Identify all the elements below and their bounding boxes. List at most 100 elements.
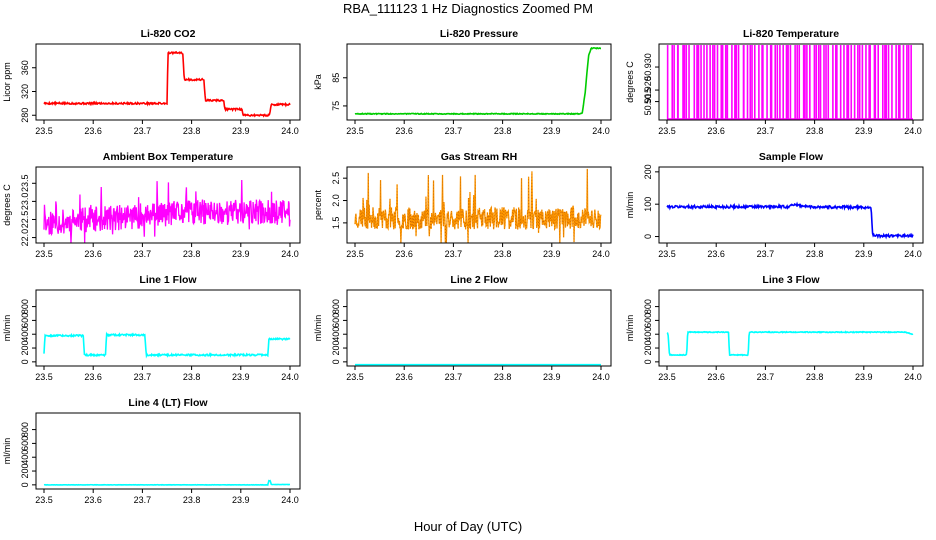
x-tick-label: 24.0 bbox=[904, 249, 922, 259]
plot-frame bbox=[658, 43, 924, 121]
y-tick-label: 800 bbox=[20, 299, 30, 314]
y-tick-label: 50.930 bbox=[643, 53, 653, 81]
panels-group: Li-820 CO2 Licor ppm 23.5 23.6 23.7 23.8 23.9 2… bbox=[2, 28, 924, 505]
series-7 bbox=[43, 331, 291, 359]
x-tick-label: 23.7 bbox=[757, 249, 775, 259]
y-axis-label: ml/min bbox=[2, 315, 12, 342]
y-tick-label: 2.5 bbox=[331, 172, 341, 185]
series-line bbox=[354, 168, 602, 243]
x-tick-label: 23.7 bbox=[134, 372, 152, 382]
series-1 bbox=[43, 50, 291, 118]
panel-7: Line 1 Flow ml/min 23.5 23.6 23.7 23.8 23.9 24.… bbox=[2, 274, 301, 382]
x-tick-label: 23.5 bbox=[346, 372, 364, 382]
y-tick-label: 23.0 bbox=[20, 193, 30, 211]
plot-frame bbox=[658, 289, 924, 367]
y-tick-label: 600 bbox=[20, 313, 30, 328]
x-tick-label: 23.5 bbox=[35, 249, 53, 259]
x-tick-label: 23.7 bbox=[757, 126, 775, 136]
y-tick-label: 0 bbox=[331, 359, 341, 364]
panel-title: Line 1 Flow bbox=[139, 274, 197, 286]
y-tick-label: 2.0 bbox=[331, 194, 341, 207]
panel-4: Ambient Box Temperature degrees C 23.5 23.6… bbox=[2, 151, 301, 259]
y-tick-label: 22.0 bbox=[20, 229, 30, 247]
y-tick-label: 0 bbox=[20, 482, 30, 487]
series-line bbox=[666, 330, 914, 357]
y-tick-label: 22.5 bbox=[20, 211, 30, 229]
series-points bbox=[354, 168, 602, 243]
y-tick-label: 320 bbox=[20, 84, 30, 99]
x-tick-label: 24.0 bbox=[281, 372, 299, 382]
panel-title: Line 4 (LT) Flow bbox=[128, 397, 208, 409]
x-tick-label: 23.5 bbox=[658, 126, 676, 136]
y-tick-label: 200 bbox=[643, 164, 653, 179]
series-5 bbox=[354, 168, 602, 243]
y-tick-label: 0 bbox=[643, 234, 653, 239]
y-tick-label: 360 bbox=[20, 60, 30, 75]
x-tick-label: 24.0 bbox=[281, 126, 299, 136]
x-tick-label: 23.5 bbox=[346, 126, 364, 136]
panel-title: Li-820 Temperature bbox=[743, 28, 839, 40]
x-tick-label: 24.0 bbox=[281, 249, 299, 259]
x-tick-label: 23.9 bbox=[855, 126, 873, 136]
y-tick-label: 85 bbox=[331, 73, 341, 83]
series-9 bbox=[666, 330, 914, 357]
x-tick-label: 23.8 bbox=[183, 126, 201, 136]
y-tick-label: 75 bbox=[331, 101, 341, 111]
x-tick-label: 23.6 bbox=[707, 126, 725, 136]
x-tick-label: 23.8 bbox=[806, 126, 824, 136]
x-tick-label: 23.9 bbox=[232, 372, 250, 382]
y-tick-label: 600 bbox=[643, 313, 653, 328]
panel-8: Line 2 Flow ml/min 23.5 23.6 23.7 23.8 23.9 24.… bbox=[313, 274, 612, 382]
panel-9: Line 3 Flow ml/min 23.5 23.6 23.7 23.8 23.9 24.… bbox=[625, 274, 924, 382]
panel-3: Li-820 Temperature degrees C 23.5 23.6 23.7 2… bbox=[625, 28, 924, 136]
y-tick-label: 100 bbox=[643, 197, 653, 212]
x-tick-label: 23.7 bbox=[445, 249, 463, 259]
y-axis-label: ml/min bbox=[625, 315, 635, 342]
y-axis-label: Licor ppm bbox=[2, 62, 12, 102]
plot-frame bbox=[346, 166, 612, 244]
y-tick-label: 800 bbox=[20, 422, 30, 437]
x-tick-label: 23.9 bbox=[232, 126, 250, 136]
y-tick-label: 50.915 bbox=[643, 88, 653, 116]
x-tick-label: 23.7 bbox=[445, 126, 463, 136]
series-line bbox=[43, 479, 291, 487]
y-tick-label: 400 bbox=[20, 450, 30, 465]
x-tick-label: 23.8 bbox=[806, 249, 824, 259]
y-tick-label: 0 bbox=[643, 359, 653, 364]
x-tick-label: 23.9 bbox=[232, 249, 250, 259]
y-tick-label: 600 bbox=[331, 313, 341, 328]
x-tick-label: 23.9 bbox=[232, 495, 250, 505]
panel-5: Gas Stream RH percent 23.5 23.6 23.7 23.8 23.9… bbox=[313, 151, 612, 259]
series-3 bbox=[666, 45, 913, 120]
plot-frame bbox=[35, 289, 301, 367]
panel-title: Line 2 Flow bbox=[450, 274, 508, 286]
y-tick-label: 400 bbox=[643, 327, 653, 342]
x-tick-label: 23.7 bbox=[134, 249, 152, 259]
figure-xlabel: Hour of Day (UTC) bbox=[414, 519, 522, 534]
x-tick-label: 23.5 bbox=[658, 372, 676, 382]
x-tick-label: 24.0 bbox=[904, 372, 922, 382]
x-tick-label: 23.5 bbox=[35, 495, 53, 505]
x-tick-label: 23.7 bbox=[445, 372, 463, 382]
x-tick-label: 23.7 bbox=[757, 372, 775, 382]
x-tick-label: 23.9 bbox=[543, 372, 561, 382]
series-line bbox=[43, 50, 291, 118]
x-tick-label: 23.6 bbox=[84, 249, 102, 259]
y-tick-label: 200 bbox=[20, 341, 30, 356]
x-tick-label: 24.0 bbox=[592, 249, 610, 259]
panel-1: Li-820 CO2 Licor ppm 23.5 23.6 23.7 23.8 23.9 2… bbox=[2, 28, 301, 136]
x-tick-label: 24.0 bbox=[592, 126, 610, 136]
plot-frame bbox=[35, 166, 301, 244]
panel-title: Line 3 Flow bbox=[762, 274, 820, 286]
x-tick-label: 23.6 bbox=[84, 495, 102, 505]
x-tick-label: 23.9 bbox=[855, 249, 873, 259]
x-tick-label: 23.6 bbox=[707, 372, 725, 382]
y-tick-label: 1.5 bbox=[331, 217, 341, 230]
x-tick-label: 23.6 bbox=[395, 372, 413, 382]
x-tick-label: 23.8 bbox=[183, 372, 201, 382]
series-2 bbox=[354, 46, 602, 116]
series-spikes bbox=[666, 45, 912, 119]
panel-6: Sample Flow ml/min 23.5 23.6 23.7 23.8 23.9 24.… bbox=[625, 151, 924, 259]
plot-frame bbox=[35, 43, 301, 121]
